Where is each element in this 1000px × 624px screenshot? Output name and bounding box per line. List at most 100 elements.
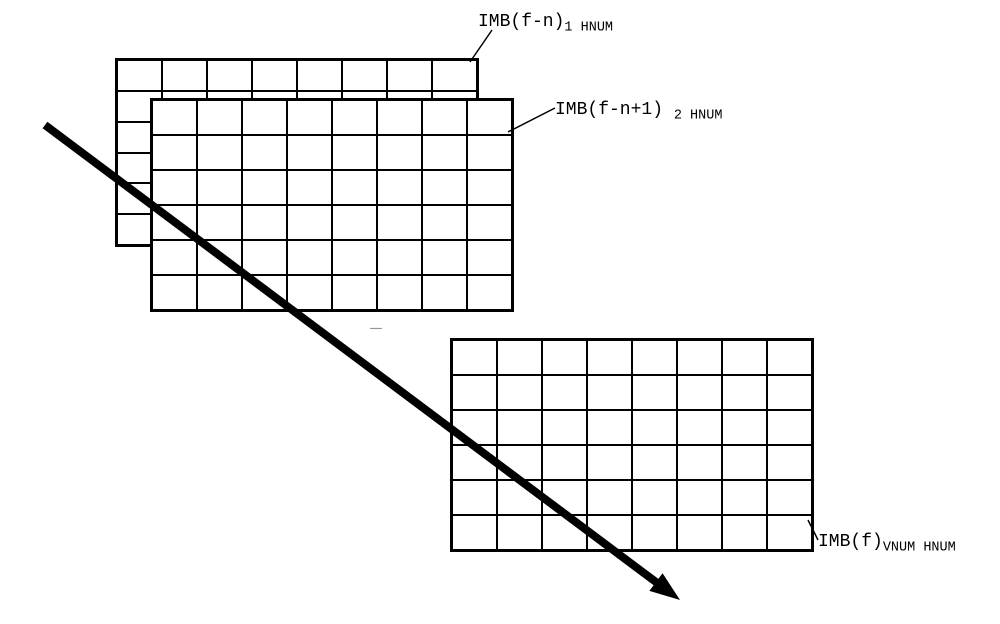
- grid-2-label-sub: 2 HNUM: [674, 109, 723, 124]
- grid-cell: [197, 275, 242, 310]
- grid-cell: [632, 375, 677, 410]
- grid-cell: [377, 240, 422, 275]
- grid-cell: [287, 275, 332, 310]
- image-block-grid-2: [150, 98, 514, 312]
- grid-cell: [332, 170, 377, 205]
- grid-cell: [587, 445, 632, 480]
- grid-cell: [152, 170, 197, 205]
- grid-cell: [452, 375, 497, 410]
- grid-cell: [332, 240, 377, 275]
- grid-cell: [422, 100, 467, 135]
- grid-cell: [497, 515, 542, 550]
- grid-cell: [152, 205, 197, 240]
- grid-cell: [677, 515, 722, 550]
- grid-cell: [497, 445, 542, 480]
- grid-cell: [677, 340, 722, 375]
- grid-cell: [542, 375, 587, 410]
- grid-cell: [467, 205, 512, 240]
- grid-cell: [297, 60, 342, 91]
- grid-cell: [722, 515, 767, 550]
- grid-cell: [332, 135, 377, 170]
- grid-cell: [422, 205, 467, 240]
- grid-cell: [467, 240, 512, 275]
- grid-cell: [377, 135, 422, 170]
- grid-2-label: IMB(f-n+1) 2 HNUM: [555, 100, 722, 124]
- grid-cell: [632, 515, 677, 550]
- grid-cell: [242, 135, 287, 170]
- grid-cell: [767, 340, 812, 375]
- grid-cell: [587, 515, 632, 550]
- grid-cell: [377, 205, 422, 240]
- grid-cell: [767, 515, 812, 550]
- grid-cell: [587, 375, 632, 410]
- grid-3-label-pre: IMB(f): [818, 532, 883, 552]
- grid-cell: [422, 170, 467, 205]
- grid-cell: [287, 205, 332, 240]
- grid-cell: [497, 410, 542, 445]
- grid-cell: [722, 480, 767, 515]
- grid-cell: [767, 410, 812, 445]
- grid-cell: [422, 275, 467, 310]
- grid-cell: [767, 375, 812, 410]
- grid-cell: [342, 60, 387, 91]
- grid-cell: [542, 515, 587, 550]
- grid-cell: [632, 480, 677, 515]
- grid-cell: [242, 170, 287, 205]
- grid-cell: [242, 205, 287, 240]
- grid-cell: [452, 410, 497, 445]
- grid-cell: [542, 340, 587, 375]
- image-block-grid-3: [450, 338, 814, 552]
- grid-cell: [197, 240, 242, 275]
- grid-cell: [632, 410, 677, 445]
- grid-cell: [117, 60, 162, 91]
- grid-cell: [197, 135, 242, 170]
- grid-cell: [677, 445, 722, 480]
- grid-cell: [632, 445, 677, 480]
- grid-cell: [242, 275, 287, 310]
- grid-cell: [632, 340, 677, 375]
- grid-cell: [422, 135, 467, 170]
- grid-cell: [767, 480, 812, 515]
- grid-cell: [287, 135, 332, 170]
- grid-cell: [452, 480, 497, 515]
- grid-cell: [542, 410, 587, 445]
- grid-cell: [677, 375, 722, 410]
- grid-cell: [197, 170, 242, 205]
- grid-cell: [332, 275, 377, 310]
- grid-cell: [152, 135, 197, 170]
- grid-cell: [452, 515, 497, 550]
- grid-3-label-sub: VNUM HNUM: [883, 541, 956, 556]
- ellipsis-text: ……: [370, 322, 382, 333]
- grid-cell: [452, 445, 497, 480]
- grid-cell: [722, 445, 767, 480]
- grid-cell: [677, 410, 722, 445]
- grid-cell: [197, 205, 242, 240]
- grid-cell: [587, 340, 632, 375]
- grid-cell: [587, 410, 632, 445]
- grid-cell: [287, 100, 332, 135]
- grid-3-label: IMB(f)VNUM HNUM: [818, 532, 956, 556]
- grid-cell: [587, 480, 632, 515]
- grid-cell: [377, 275, 422, 310]
- grid-cell: [152, 275, 197, 310]
- grid-cell: [677, 480, 722, 515]
- grid-cell: [377, 100, 422, 135]
- grid-cell: [467, 100, 512, 135]
- grid-cell: [377, 170, 422, 205]
- grid-cell: [332, 100, 377, 135]
- grid-1-label-sub: 1 HNUM: [564, 21, 613, 36]
- grid-cell: [242, 240, 287, 275]
- grid-cell: [467, 135, 512, 170]
- grid-cell: [152, 240, 197, 275]
- grid-1-label: IMB(f-n)1 HNUM: [478, 12, 613, 36]
- grid-cell: [497, 340, 542, 375]
- grid-cell: [287, 170, 332, 205]
- grid-cell: [162, 60, 207, 91]
- grid-cell: [252, 60, 297, 91]
- grid-cell: [467, 275, 512, 310]
- grid-2-label-pre: IMB(f-n+1): [555, 100, 663, 120]
- grid-cell: [542, 480, 587, 515]
- grid-cell: [542, 445, 587, 480]
- grid-cell: [422, 240, 467, 275]
- grid-cell: [722, 375, 767, 410]
